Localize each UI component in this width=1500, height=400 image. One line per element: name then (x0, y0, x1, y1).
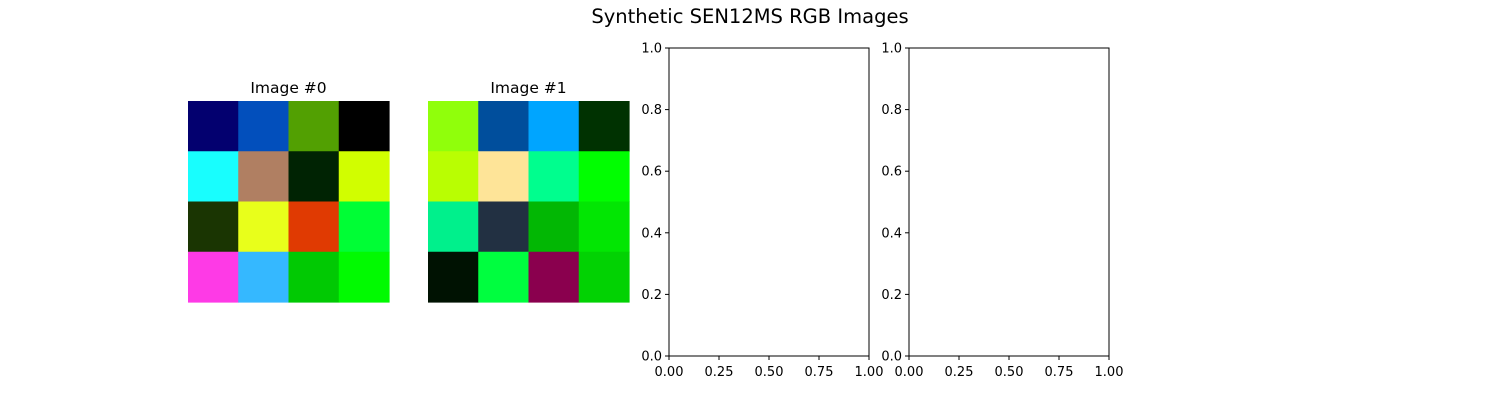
axes-3-ytick-label-2: 0.4 (881, 226, 902, 241)
axes-2-ytick-label-2: 0.4 (641, 226, 662, 241)
image-panel-1-title: Image #1 (490, 79, 566, 97)
image-0-cell-r3-c0 (188, 251, 239, 303)
axes-2-xtick-label-4: 1.00 (855, 365, 884, 380)
image-0-cell-r3-c2 (288, 251, 340, 303)
axes-2-frame (668, 47, 870, 357)
image-1-cell-r3-c3 (578, 251, 630, 303)
axes-2-xtick-label-1: 0.25 (705, 365, 734, 380)
image-0-cell-r1-c1 (238, 151, 290, 203)
image-1-cell-r1-c1 (478, 151, 530, 203)
axes-3-xtick-label-3: 0.75 (1045, 365, 1074, 380)
axes-3-frame (908, 47, 1110, 357)
axes-2-ytick-label-3: 0.6 (641, 165, 662, 180)
axes-2-xtick-label-0: 0.00 (655, 365, 684, 380)
image-0-cell-r1-c3 (338, 151, 390, 203)
image-1-cell-r1-c3 (578, 151, 630, 203)
image-0-cell-r1-c2 (288, 151, 340, 203)
image-0-cell-r0-c1 (238, 101, 290, 152)
axes-3-xtick-label-1: 0.25 (945, 365, 974, 380)
image-1-cell-r2-c1 (478, 201, 530, 253)
image-0-cell-r2-c1 (238, 201, 290, 253)
axes-2-ytick-label-0: 0.0 (641, 350, 662, 365)
image-0-cell-r0-c0 (188, 101, 239, 152)
figure-title: Synthetic SEN12MS RGB Images (591, 5, 908, 28)
image-1-cell-r3-c1 (478, 251, 530, 303)
image-1-cell-r1-c2 (528, 151, 580, 203)
image-1-cell-r0-c1 (478, 101, 530, 152)
image-0-cell-r2-c3 (338, 201, 390, 253)
image-0-cell-r2-c0 (188, 201, 239, 253)
empty-axes-panel-3: 0.00 0.25 0.50 0.75 1.00 0.0 0.2 0.4 0.6 0.8 1.0 (881, 42, 1123, 381)
image-0-cell-r0-c3 (338, 101, 390, 152)
axes-3-xtick-label-2: 0.50 (995, 365, 1024, 380)
image-panel-0: Image #0 (188, 79, 390, 303)
image-1-cell-r3-c2 (528, 251, 580, 303)
image-1-cell-r1-c0 (428, 151, 479, 203)
image-panel-1: Image #1 (428, 79, 630, 303)
empty-axes-panel-2: 0.00 0.25 0.50 0.75 1.00 0.0 0.2 0.4 0.6 0.8 1.0 (641, 42, 883, 381)
axes-3-ytick-label-5: 1.0 (881, 42, 902, 57)
axes-3-ytick-label-4: 0.8 (881, 103, 902, 118)
image-1-cell-r0-c2 (528, 101, 580, 152)
axes-2-ytick-label-5: 1.0 (641, 42, 662, 57)
image-1-cell-r2-c2 (528, 201, 580, 253)
image-1-cell-r0-c3 (578, 101, 630, 152)
image-0-cell-r3-c1 (238, 251, 290, 303)
axes-3-xtick-label-0: 0.00 (895, 365, 924, 380)
axes-3-ytick-label-3: 0.6 (881, 165, 902, 180)
axes-3-ytick-label-0: 0.0 (881, 350, 902, 365)
axes-2-xtick-label-3: 0.75 (805, 365, 834, 380)
axes-3-ytick-label-1: 0.2 (881, 288, 902, 303)
image-1-cell-r3-c0 (428, 251, 479, 303)
image-0-cell-r0-c2 (288, 101, 340, 152)
image-1-cell-r2-c0 (428, 201, 479, 253)
axes-2-ytick-label-4: 0.8 (641, 103, 662, 118)
axes-3-xtick-label-4: 1.00 (1095, 365, 1124, 380)
axes-2-xtick-label-2: 0.50 (755, 365, 784, 380)
axes-2-ytick-label-1: 0.2 (641, 288, 662, 303)
image-panel-0-title: Image #0 (250, 79, 326, 97)
image-0-cell-r2-c2 (288, 201, 340, 253)
image-0-cell-r1-c0 (188, 151, 239, 203)
image-1-cell-r0-c0 (428, 101, 479, 152)
image-1-cell-r2-c3 (578, 201, 630, 253)
image-0-cell-r3-c3 (338, 251, 390, 303)
